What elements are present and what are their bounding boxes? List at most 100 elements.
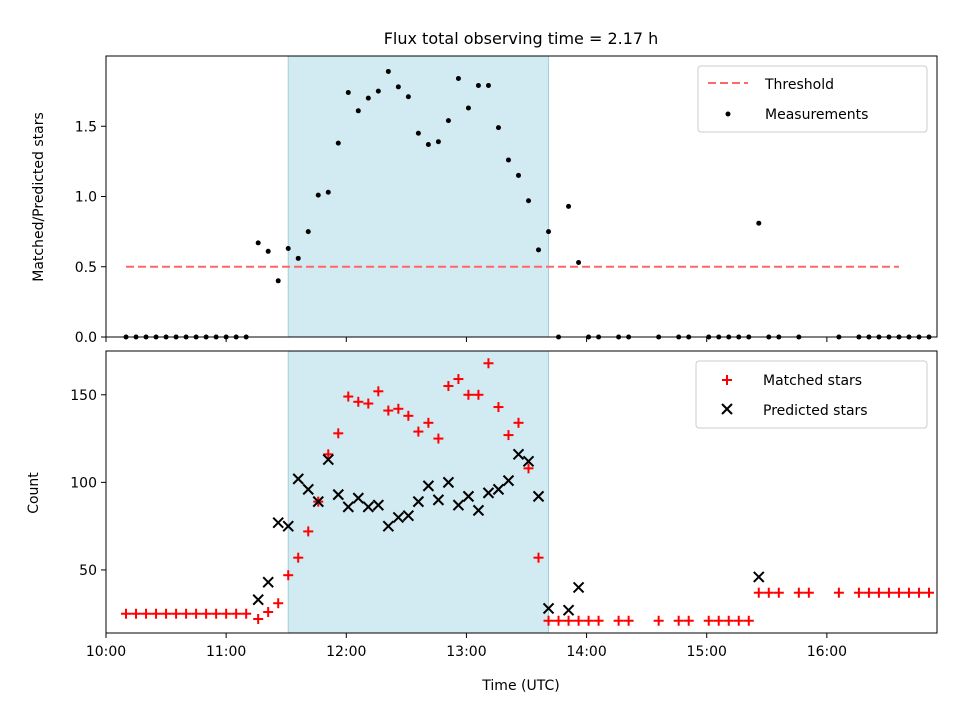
- measurement-point: [295, 255, 301, 261]
- matched-stars-point: [323, 449, 334, 460]
- matched-stars-point: [131, 608, 142, 619]
- matched-stars-point: [683, 615, 694, 626]
- matched-stars-point: [713, 615, 724, 626]
- matched-stars-point: [241, 608, 252, 619]
- matched-stars-point: [723, 615, 734, 626]
- matched-stars-point: [181, 608, 192, 619]
- x-axis-label: Time (UTC): [481, 678, 559, 694]
- matched-stars-point: [493, 402, 504, 413]
- bottom-panel: 50 100 150 10:00 11:00 12:00 13:00 14:00 15:00 1…: [26, 350, 938, 694]
- matched-stars-point: [613, 615, 624, 626]
- top-legend: Threshold Measurements: [697, 65, 928, 133]
- predicted-stars-point: [482, 487, 495, 499]
- y-tick-label: 150: [70, 388, 97, 404]
- measurement-point: [536, 247, 542, 253]
- matched-stars-point: [573, 615, 584, 626]
- matched-stars-point: [413, 426, 424, 437]
- predicted-stars-point: [512, 448, 525, 461]
- matched-stars-point: [303, 526, 314, 537]
- matched-stars-point: [353, 396, 364, 407]
- measurement-point: [546, 229, 552, 235]
- predicted-stars-point: [753, 571, 765, 583]
- matched-stars-point: [363, 398, 374, 409]
- matched-stars-point: [583, 615, 594, 626]
- legend-measurements-swatch: [725, 111, 731, 117]
- measurement-point: [335, 140, 341, 146]
- y-tick-label: 1.0: [75, 190, 97, 206]
- predicted-stars-point: [392, 511, 405, 524]
- matched-stars-point: [263, 606, 274, 617]
- x-tick-label: 11:00: [206, 644, 246, 660]
- matched-stars-point: [703, 615, 714, 626]
- matched-stars-point: [171, 608, 182, 619]
- matched-stars-point: [253, 613, 264, 624]
- predicted-stars-point: [412, 495, 425, 508]
- y-tick-label: 1.5: [75, 119, 97, 135]
- measurement-point: [265, 248, 271, 254]
- matched-stars-point: [853, 587, 864, 598]
- predicted-stars-point: [332, 488, 344, 501]
- predicted-stars-point: [382, 520, 395, 532]
- predicted-stars-point: [432, 494, 445, 506]
- measurement-point: [305, 229, 311, 235]
- legend-matched-swatch: [722, 375, 732, 385]
- predicted-stars-point: [262, 576, 274, 588]
- measurement-point: [365, 95, 371, 101]
- matched-stars-point: [753, 587, 764, 598]
- top-legend-box: [697, 65, 928, 133]
- predicted-stars-point: [492, 483, 505, 496]
- predicted-stars-point: [302, 483, 314, 496]
- matched-stars-point: [923, 587, 934, 598]
- matched-stars-point: [563, 615, 574, 626]
- x-tick-label: 14:00: [566, 644, 606, 660]
- measurement-point: [405, 94, 411, 100]
- matched-stars-point: [483, 358, 494, 369]
- predicted-stars-point: [462, 490, 475, 503]
- measurement-point: [445, 118, 451, 124]
- matched-stars-point: [863, 587, 874, 598]
- matched-stars-point: [733, 615, 744, 626]
- matched-stars-point: [221, 608, 232, 619]
- matched-stars-point: [283, 570, 294, 581]
- measurement-point: [375, 88, 381, 94]
- x-tick-label: 15:00: [687, 644, 727, 660]
- legend-predicted-label: Predicted stars: [763, 403, 868, 419]
- matched-stars-point: [201, 608, 212, 619]
- matched-stars-point: [343, 391, 354, 402]
- measurement-point: [255, 240, 261, 246]
- measurement-point: [515, 172, 521, 178]
- bottom-legend-box: [695, 360, 928, 429]
- measurement-point: [275, 278, 281, 284]
- matched-stars-point: [141, 608, 152, 619]
- matched-stars-point: [533, 552, 544, 563]
- predicted-stars-point: [312, 495, 324, 508]
- measurement-point: [455, 75, 461, 81]
- predicted-stars-point: [452, 499, 465, 511]
- y-tick-label: 50: [79, 563, 97, 579]
- predicted-stars-point: [252, 594, 264, 606]
- matched-stars-point: [553, 615, 564, 626]
- measurement-point: [435, 139, 441, 145]
- bottom-legend: Matched stars Predicted stars: [695, 360, 928, 429]
- observing-window-span: [287, 350, 550, 634]
- matched-stars-point: [503, 430, 514, 441]
- matched-stars-point: [803, 587, 814, 598]
- matched-stars-point: [373, 386, 384, 397]
- matched-stars-point: [463, 389, 474, 400]
- predicted-stars-point: [472, 504, 485, 517]
- matched-stars-point: [121, 608, 132, 619]
- top-y-axis-label: Matched/Predicted stars: [31, 112, 47, 282]
- predicted-stars-point: [352, 492, 365, 504]
- matched-stars-point: [231, 608, 242, 619]
- matched-stars-point: [913, 587, 924, 598]
- legend-matched-label: Matched stars: [763, 373, 862, 389]
- observing-window-span: [287, 55, 550, 338]
- matched-stars-point: [543, 615, 554, 626]
- predicted-stars-point: [442, 476, 455, 489]
- measurement-point: [475, 83, 481, 89]
- legend-predicted-swatch: [721, 403, 733, 415]
- matched-stars-point: [773, 587, 784, 598]
- y-tick-label: 0.5: [75, 260, 97, 276]
- measurement-point: [355, 108, 361, 114]
